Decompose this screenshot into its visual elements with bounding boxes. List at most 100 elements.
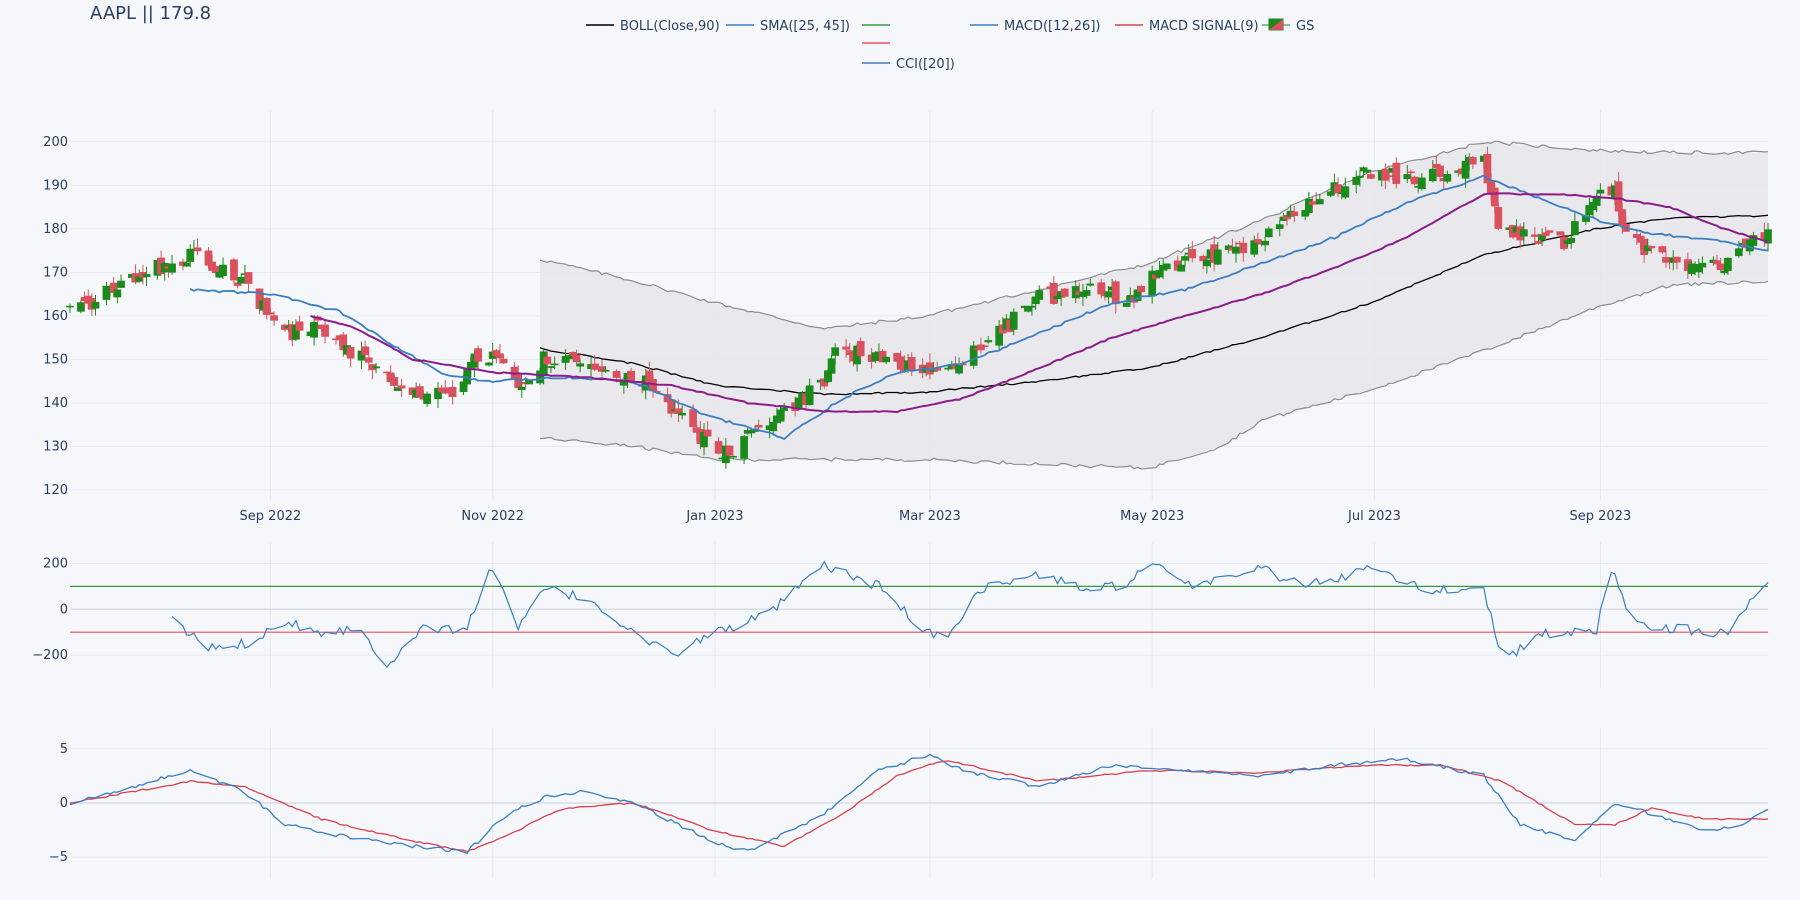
- legend-label: SMA([25, 45]): [760, 19, 850, 34]
- candle: [725, 445, 734, 458]
- candle-body: [1410, 176, 1419, 185]
- candle: [1410, 175, 1419, 186]
- candle-body: [612, 371, 621, 378]
- candle-body: [1520, 229, 1528, 237]
- y-tick-label: −200: [32, 648, 68, 663]
- candle-body: [230, 259, 238, 281]
- candle-body: [91, 301, 100, 309]
- legend-label: MACD([12,26]): [1004, 19, 1100, 34]
- candle-body: [448, 386, 457, 398]
- candle: [984, 335, 993, 345]
- x-tick-label: Jan 2023: [685, 509, 743, 524]
- candle: [1060, 287, 1069, 298]
- candle: [1469, 155, 1477, 170]
- candle-body: [113, 289, 122, 298]
- candle-body: [262, 297, 271, 315]
- candle: [244, 272, 253, 292]
- candle-body: [1352, 177, 1361, 185]
- candle: [1177, 259, 1186, 272]
- candle-body: [1417, 177, 1426, 189]
- candle: [601, 366, 610, 373]
- candle: [1239, 236, 1248, 262]
- candle: [160, 262, 169, 281]
- candle-body: [474, 348, 482, 362]
- candle-body: [740, 436, 748, 459]
- candle: [882, 356, 891, 364]
- candle: [1035, 285, 1044, 305]
- candle-body: [1137, 286, 1146, 293]
- legend: BOLL(Close,90) SMA([25, 45]) CCI([20]) MACD…: [586, 18, 1314, 72]
- candle: [1049, 276, 1058, 305]
- candle: [703, 421, 712, 437]
- candle-body: [219, 264, 227, 277]
- candle-body: [517, 386, 526, 391]
- candle: [1162, 263, 1171, 271]
- candle-body: [1239, 242, 1248, 254]
- candle-body: [1104, 291, 1113, 298]
- candle-body: [1381, 168, 1390, 181]
- y-tick-label: 160: [43, 309, 68, 324]
- candle-body: [1443, 174, 1452, 182]
- candle: [117, 274, 125, 289]
- candle: [831, 343, 840, 365]
- macd-line: [69, 753, 1769, 855]
- candle-body: [831, 347, 840, 356]
- candle: [193, 238, 202, 256]
- candle-body: [361, 346, 369, 356]
- legend-item: BOLL(Close,90): [586, 19, 720, 34]
- candle-body: [565, 355, 574, 360]
- candle-body: [576, 363, 584, 367]
- boll-band-fill: [540, 141, 1768, 468]
- candle-body: [827, 358, 836, 374]
- candle-body: [1035, 290, 1044, 300]
- legend-item: MACD([12,26]): [970, 19, 1100, 34]
- x-tick-label: Mar 2023: [899, 509, 961, 524]
- candle-body: [1403, 174, 1412, 180]
- candle-body: [390, 377, 399, 386]
- candle: [219, 257, 227, 279]
- candle: [907, 352, 916, 376]
- candle-body: [1596, 189, 1605, 194]
- candle-body: [66, 305, 74, 308]
- candle: [1673, 256, 1681, 270]
- candle-body: [1049, 282, 1058, 304]
- legend-swatch-down: [1269, 19, 1283, 30]
- candle-body: [321, 324, 329, 337]
- candle: [237, 273, 246, 284]
- candle: [1571, 212, 1579, 236]
- candle: [1647, 246, 1656, 254]
- candle: [346, 345, 355, 368]
- y-tick-label: 200: [43, 135, 68, 150]
- candle-body: [310, 321, 318, 338]
- candle-body: [1122, 302, 1131, 307]
- macd-panel: −5 0 5: [49, 728, 1769, 878]
- candle-body: [1698, 262, 1707, 268]
- candle-body: [729, 455, 738, 458]
- candle: [1086, 278, 1095, 287]
- candle-body: [667, 399, 676, 414]
- candle-body: [142, 274, 151, 277]
- candle-body: [496, 353, 504, 359]
- candle-body: [485, 362, 493, 366]
- y-tick-label: 0: [60, 796, 68, 811]
- candle: [740, 434, 748, 465]
- candle: [357, 341, 366, 369]
- y-tick-label: 150: [43, 352, 68, 367]
- candle-body: [1436, 165, 1444, 177]
- legend-item: MACD SIGNAL(9): [1115, 19, 1259, 34]
- candle-body: [1658, 246, 1667, 253]
- candle-body: [270, 315, 278, 321]
- candle-body: [423, 393, 431, 404]
- candle: [1724, 257, 1732, 276]
- candle-body: [1188, 249, 1197, 259]
- sma45-line: [310, 192, 1769, 414]
- candle-body: [1571, 221, 1579, 236]
- candle-body: [1724, 257, 1732, 271]
- candle: [113, 289, 122, 304]
- candle-body: [1155, 270, 1164, 278]
- candle-body: [1203, 259, 1211, 267]
- candle-body: [1720, 270, 1729, 274]
- candle: [805, 378, 814, 406]
- candle: [1275, 220, 1284, 237]
